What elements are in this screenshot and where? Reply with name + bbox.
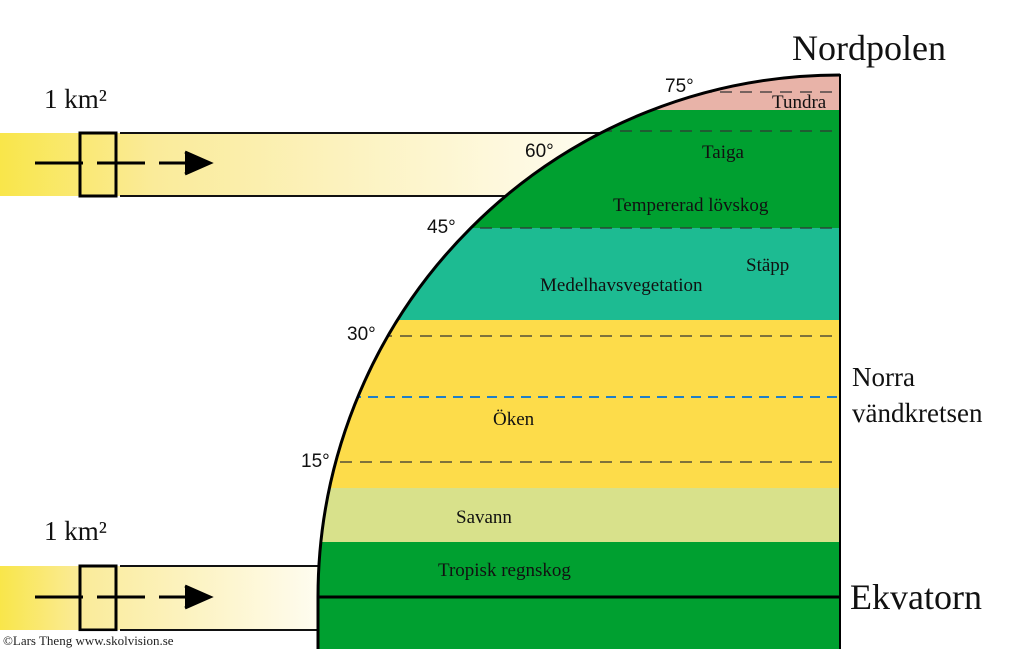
zone-label: Tundra [772, 92, 827, 113]
latitude-label: 45° [427, 217, 456, 238]
equator-label: Ekvatorn [850, 577, 982, 617]
latitude-label: 30° [347, 324, 376, 345]
zone-label: Savann [456, 507, 512, 528]
credit: ©Lars Theng www.skolvision.se [3, 633, 174, 648]
latitude-label: 60° [525, 141, 554, 162]
tropic-label: Norra [852, 362, 915, 392]
area-label: 1 km² [44, 516, 107, 546]
tropic-label: vändkretsen [852, 398, 983, 428]
zone-label: Tropisk regnskog [438, 560, 571, 581]
arrows [35, 131, 214, 632]
north-pole-label: Nordpolen [792, 28, 946, 68]
zone-label: Stäpp [746, 255, 789, 276]
zone-label: Taiga [702, 142, 744, 163]
latitude-label: 15° [301, 451, 330, 472]
zone-label: Medelhavsvegetation [540, 275, 703, 296]
latitude-label: 75° [665, 76, 694, 97]
zone-label: Tempererad lövskog [613, 195, 769, 216]
zone-label: Öken [493, 409, 535, 430]
area-label: 1 km² [44, 84, 107, 114]
